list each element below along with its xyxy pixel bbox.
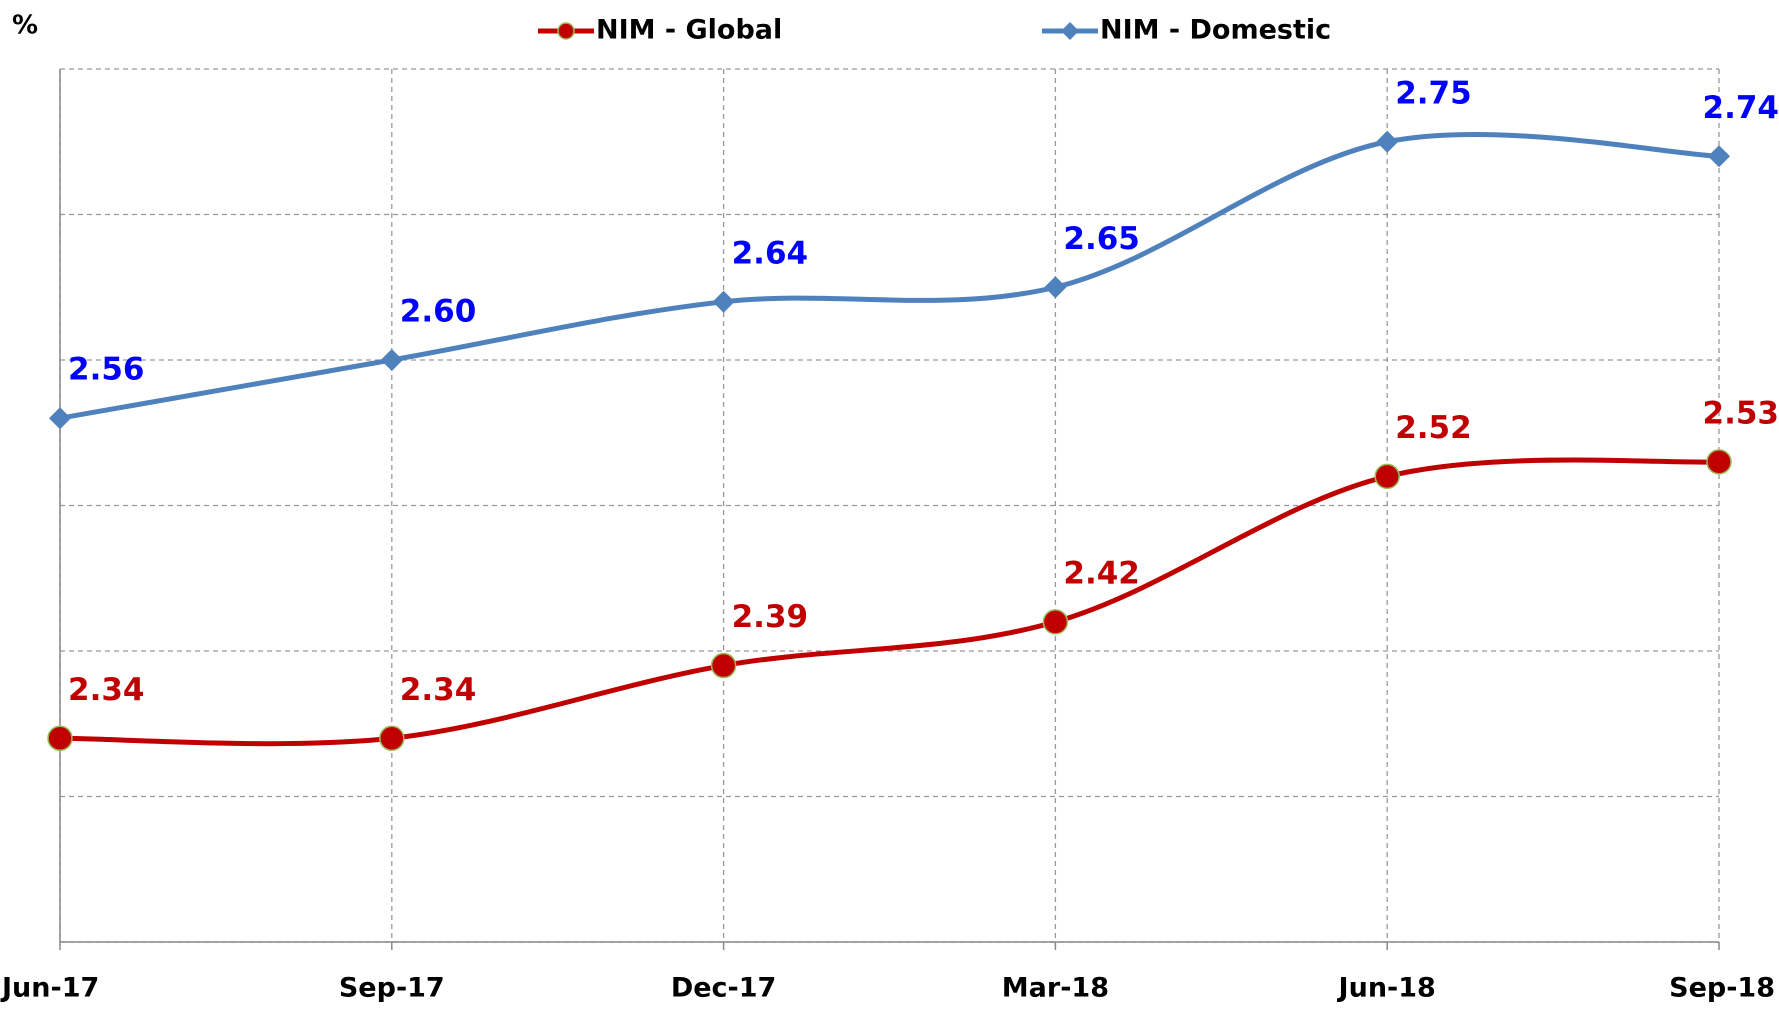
data-label: 2.56 [68,352,145,388]
data-label: 2.64 [732,235,809,271]
marker [1044,276,1067,299]
marker [1042,609,1069,635]
x-tick-label: Jun-18 [1337,973,1436,1004]
data-label: 2.60 [400,294,477,330]
x-tick-label: Dec-17 [671,973,777,1004]
marker [1376,130,1399,153]
y-axis-label: % [12,11,38,41]
data-label: 2.34 [400,672,477,708]
data-label: 2.39 [732,599,809,635]
marker [1706,449,1732,475]
marker [1708,145,1730,168]
marker [380,349,403,371]
legend-label: NIM - Domestic [1100,15,1331,46]
marker [710,652,737,679]
marker [712,290,735,313]
data-label: 2.75 [1395,75,1472,111]
series-line [59,457,1720,747]
data-label: 2.74 [1703,90,1779,126]
data-label: 2.34 [68,672,145,708]
series-line [59,132,1720,421]
marker [49,407,71,430]
marker [379,725,405,752]
x-tick-label: Sep-18 [1669,973,1775,1004]
marker [1061,22,1079,40]
data-label: 2.65 [1063,221,1140,257]
x-tick-label: Sep-17 [339,973,445,1004]
marker [557,22,575,40]
legend-label: NIM - Global [596,15,782,46]
x-tick-label: Mar-18 [1002,973,1109,1004]
data-label: 2.42 [1063,555,1140,591]
marker [1374,463,1400,490]
x-tick-label: Jun-17 [0,973,99,1004]
data-label: 2.52 [1395,410,1472,446]
data-label: 2.53 [1703,395,1779,431]
marker [47,725,73,752]
